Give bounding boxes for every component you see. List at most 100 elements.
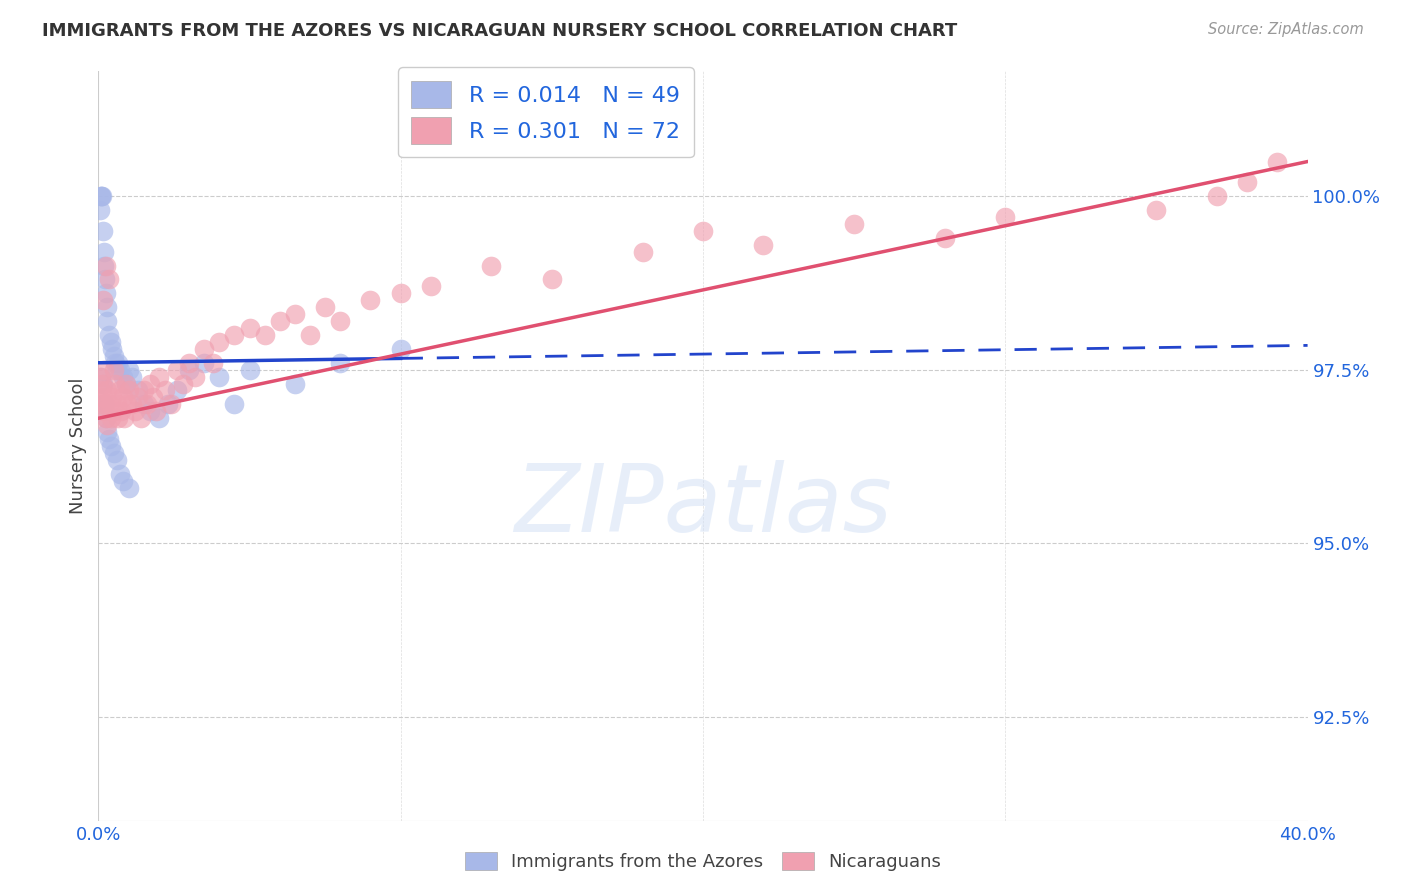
Point (111, 391, 134, 405)
Point (934, 231, 956, 245)
Point (193, 356, 215, 370)
Point (145, 404, 167, 418)
Point (98, 432, 121, 446)
Legend: R = 0.014   N = 49, R = 0.301   N = 72: R = 0.014 N = 49, R = 0.301 N = 72 (398, 68, 693, 157)
Point (94, 286, 117, 301)
Point (360, 293, 382, 308)
Point (91, 376, 114, 391)
Point (96, 425, 118, 439)
Point (166, 384, 188, 398)
Point (93, 404, 115, 418)
Point (94, 272, 117, 286)
Point (239, 362, 262, 376)
Point (101, 342, 124, 356)
Point (148, 369, 170, 384)
Point (94, 411, 117, 425)
Point (129, 411, 152, 425)
Point (90, 384, 112, 398)
Point (118, 384, 141, 398)
Point (329, 314, 352, 328)
Point (108, 467, 131, 481)
Point (98, 328, 121, 343)
Point (148, 411, 170, 425)
Legend: Immigrants from the Azores, Nicaraguans: Immigrants from the Azores, Nicaraguans (457, 845, 949, 879)
Point (118, 481, 141, 495)
Point (93, 362, 115, 376)
Point (105, 397, 128, 411)
Point (89, 203, 111, 218)
Point (142, 391, 165, 405)
Point (98, 397, 121, 411)
Point (389, 342, 412, 356)
Point (101, 391, 124, 405)
Point (96, 384, 118, 398)
Point (98, 272, 121, 286)
Point (100, 439, 122, 453)
Point (224, 328, 246, 343)
Point (89, 369, 111, 384)
Point (239, 321, 262, 335)
Point (208, 334, 231, 349)
Point (314, 300, 336, 314)
Point (115, 397, 138, 411)
Point (208, 369, 231, 384)
Point (132, 384, 155, 398)
Point (184, 369, 207, 384)
Point (156, 397, 179, 411)
Point (93, 259, 115, 273)
Point (172, 376, 194, 391)
Point (540, 272, 562, 286)
Point (253, 328, 276, 343)
Point (94, 397, 117, 411)
Point (284, 376, 307, 391)
Point (420, 279, 443, 293)
Text: Source: ZipAtlas.com: Source: ZipAtlas.com (1208, 22, 1364, 37)
Point (193, 342, 215, 356)
Point (121, 369, 143, 384)
Point (299, 328, 322, 343)
Point (103, 446, 125, 460)
Point (132, 397, 155, 411)
Point (160, 397, 183, 411)
Point (284, 307, 307, 321)
Point (124, 404, 146, 418)
Point (96, 300, 118, 314)
Point (93, 244, 115, 259)
Point (103, 404, 125, 418)
Point (112, 411, 135, 425)
Point (104, 356, 127, 370)
Point (1236, 175, 1258, 189)
Point (107, 356, 129, 370)
Point (96, 314, 118, 328)
Point (179, 362, 201, 376)
Point (139, 404, 162, 418)
Point (1267, 154, 1289, 169)
Point (692, 224, 714, 238)
Point (1146, 203, 1168, 218)
Point (105, 453, 128, 467)
Point (202, 356, 225, 370)
Point (139, 376, 162, 391)
Point (127, 384, 149, 398)
Point (103, 349, 125, 363)
Point (121, 397, 143, 411)
Point (752, 237, 775, 252)
Point (269, 314, 291, 328)
Point (91, 391, 114, 405)
Point (108, 362, 131, 376)
Point (100, 411, 122, 425)
Point (90, 189, 112, 203)
Point (481, 259, 503, 273)
Point (91, 293, 114, 308)
Point (91, 376, 114, 391)
Point (111, 474, 134, 488)
Point (91, 224, 114, 238)
Point (114, 376, 136, 391)
Point (127, 391, 149, 405)
Point (94, 411, 117, 425)
Point (1206, 189, 1229, 203)
Point (91, 189, 114, 203)
Point (166, 362, 188, 376)
Point (224, 397, 246, 411)
Point (994, 210, 1017, 224)
